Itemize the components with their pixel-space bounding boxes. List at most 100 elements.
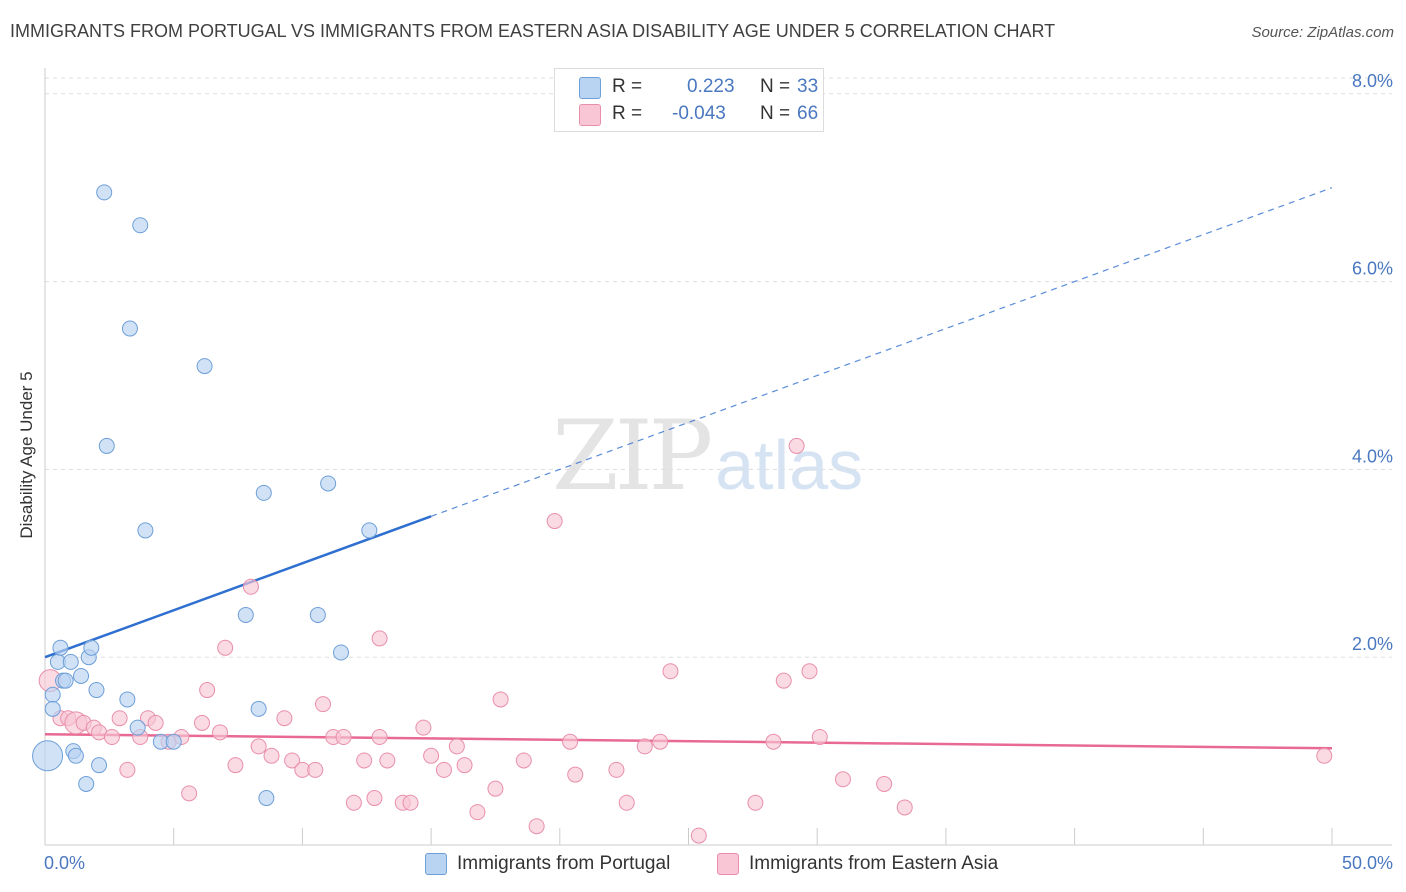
data-point-eastern-asia xyxy=(345,794,362,811)
data-point-portugal xyxy=(137,522,154,539)
y-tick-label: 6.0% xyxy=(1352,259,1393,279)
data-point-eastern-asia xyxy=(690,827,707,844)
legend-n-value: 66 xyxy=(797,103,819,124)
data-point-eastern-asia xyxy=(608,761,625,778)
data-point-eastern-asia xyxy=(567,766,584,783)
data-point-portugal xyxy=(32,740,64,772)
data-point-eastern-asia xyxy=(492,691,509,708)
data-point-eastern-asia xyxy=(111,710,128,727)
data-point-portugal xyxy=(250,700,267,717)
data-point-portugal xyxy=(78,775,95,792)
tick-labels: 2.0% 4.0% 6.0% 8.0% 0.0% 50.0% xyxy=(44,71,1393,873)
chart-title: IMMIGRANTS FROM PORTUGAL VS IMMIGRANTS F… xyxy=(10,21,1056,41)
y-tick-label: 8.0% xyxy=(1352,71,1393,91)
data-point-portugal xyxy=(52,639,69,656)
data-point-eastern-asia xyxy=(335,729,352,746)
correlation-legend: R = 0.223 N = 33 R = -0.043 N = 66 xyxy=(554,68,824,132)
data-point-eastern-asia xyxy=(371,729,388,746)
grid-lines xyxy=(45,77,1392,658)
data-point-eastern-asia xyxy=(788,437,805,454)
data-point-eastern-asia xyxy=(636,738,653,755)
legend-n-label: N = xyxy=(760,103,791,124)
data-point-eastern-asia xyxy=(765,733,782,750)
data-point-portugal xyxy=(44,686,61,703)
data-point-eastern-asia xyxy=(747,794,764,811)
data-point-eastern-asia xyxy=(242,578,259,595)
data-point-eastern-asia xyxy=(119,761,136,778)
data-point-portugal xyxy=(91,757,108,774)
data-point-eastern-asia xyxy=(448,738,465,755)
bottom-legend-swatch-pink xyxy=(717,853,739,875)
data-point-portugal xyxy=(98,437,115,454)
data-point-eastern-asia xyxy=(876,775,893,792)
data-point-portugal xyxy=(165,733,182,750)
legend-swatch-pink xyxy=(579,104,601,126)
data-point-portugal xyxy=(237,606,254,623)
data-point-portugal xyxy=(88,682,105,699)
data-point-portugal xyxy=(121,320,138,337)
data-point-portugal xyxy=(119,691,136,708)
data-point-eastern-asia xyxy=(371,630,388,647)
legend-n-label: N = xyxy=(760,76,791,97)
trend-line-eastern-asia xyxy=(44,732,1333,750)
data-point-portugal xyxy=(67,747,84,764)
trend-line-portugal xyxy=(44,515,432,659)
y-tick-label: 4.0% xyxy=(1352,446,1393,466)
data-point-portugal xyxy=(129,719,146,736)
y-axis-label: Disability Age Under 5 xyxy=(17,371,36,539)
data-point-portugal xyxy=(96,184,113,201)
data-point-portugal xyxy=(132,217,149,234)
data-point-portugal xyxy=(62,653,79,670)
bottom-legend-swatch-blue xyxy=(425,853,447,875)
data-point-eastern-asia xyxy=(487,780,504,797)
data-point-eastern-asia xyxy=(250,738,267,755)
data-point-eastern-asia xyxy=(194,714,211,731)
data-point-portugal xyxy=(196,358,213,375)
data-point-eastern-asia xyxy=(528,818,545,835)
data-point-eastern-asia xyxy=(834,771,851,788)
data-point-portugal xyxy=(57,672,74,689)
data-point-eastern-asia xyxy=(147,714,164,731)
source-label: Source: ZipAtlas.com xyxy=(1251,24,1394,41)
data-point-eastern-asia xyxy=(103,729,120,746)
data-point-eastern-asia xyxy=(1316,747,1333,764)
data-point-portugal xyxy=(309,606,326,623)
data-point-portugal xyxy=(361,522,378,539)
legend-swatch-blue xyxy=(579,77,601,99)
data-point-eastern-asia xyxy=(423,747,440,764)
trend-line-portugal-extension xyxy=(430,187,1333,517)
data-point-eastern-asia xyxy=(212,724,229,741)
data-point-portugal xyxy=(73,667,90,684)
trend-lines xyxy=(44,187,1333,750)
data-point-eastern-asia xyxy=(356,752,373,769)
data-point-eastern-asia xyxy=(469,804,486,821)
data-point-eastern-asia xyxy=(811,729,828,746)
legend-n-value: 33 xyxy=(797,76,819,97)
y-tick-label: 2.0% xyxy=(1352,634,1393,654)
data-point-eastern-asia xyxy=(307,761,324,778)
x-tick-label: 50.0% xyxy=(1342,853,1393,873)
data-point-eastern-asia xyxy=(199,682,216,699)
legend-r-value: -0.043 xyxy=(672,103,726,124)
data-point-eastern-asia xyxy=(456,757,473,774)
data-point-eastern-asia xyxy=(314,696,331,713)
data-point-eastern-asia xyxy=(379,752,396,769)
data-point-portugal xyxy=(333,644,350,661)
data-point-eastern-asia xyxy=(276,710,293,727)
data-point-eastern-asia xyxy=(366,790,383,807)
data-point-eastern-asia xyxy=(263,747,280,764)
data-point-portugal xyxy=(258,790,275,807)
data-point-eastern-asia xyxy=(402,794,419,811)
data-point-portugal xyxy=(255,484,272,501)
data-point-eastern-asia xyxy=(435,761,452,778)
data-point-eastern-asia xyxy=(415,719,432,736)
data-point-portugal xyxy=(320,475,337,492)
legend-r-value: 0.223 xyxy=(687,76,735,97)
x-tick-label: 0.0% xyxy=(44,853,85,873)
data-point-eastern-asia xyxy=(662,663,679,680)
data-point-eastern-asia xyxy=(801,663,818,680)
axes xyxy=(44,68,1392,846)
data-point-eastern-asia xyxy=(546,513,563,530)
data-point-eastern-asia xyxy=(562,733,579,750)
